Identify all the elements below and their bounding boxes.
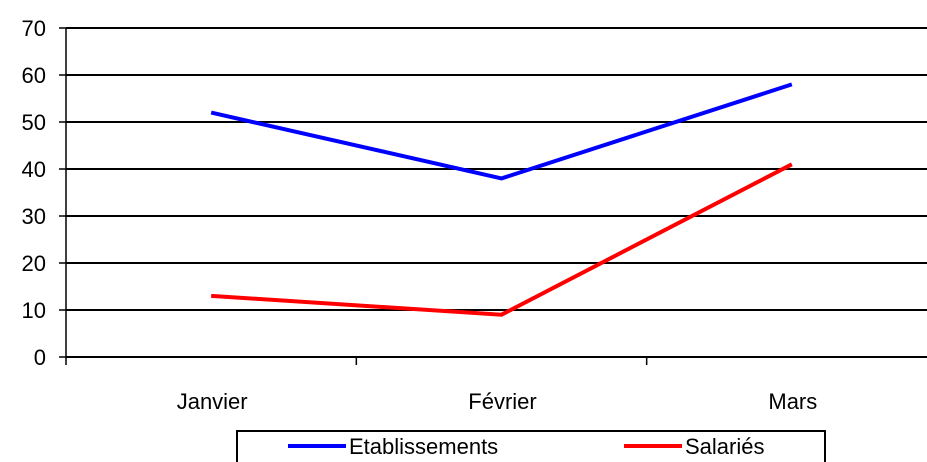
y-axis-ticks: 0 10 20 30 40 50 60 70 bbox=[22, 16, 66, 370]
y-tick-label: 50 bbox=[22, 110, 46, 135]
y-tick-label: 20 bbox=[22, 251, 46, 276]
x-axis-ticks: Janvier Février Mars bbox=[65, 357, 817, 414]
y-tick-label: 40 bbox=[22, 157, 46, 182]
series-line-0 bbox=[210, 82, 793, 181]
x-tick-label: Janvier bbox=[177, 389, 248, 414]
y-tick-label: 70 bbox=[22, 16, 46, 41]
y-tick-label: 10 bbox=[22, 298, 46, 323]
x-tick-label: Février bbox=[468, 389, 536, 414]
legend: Etablissements Salariés bbox=[236, 430, 826, 462]
gridlines bbox=[66, 27, 927, 311]
legend-label-series-1: Salariés bbox=[685, 434, 764, 459]
y-tick-label: 0 bbox=[34, 345, 46, 370]
series-group bbox=[210, 82, 793, 317]
series-line-1 bbox=[211, 162, 793, 317]
legend-label-series-0: Etablissements bbox=[349, 434, 498, 459]
axes bbox=[65, 28, 927, 358]
x-tick-label: Mars bbox=[768, 389, 817, 414]
y-tick-label: 30 bbox=[22, 204, 46, 229]
y-tick-label: 60 bbox=[22, 63, 46, 88]
